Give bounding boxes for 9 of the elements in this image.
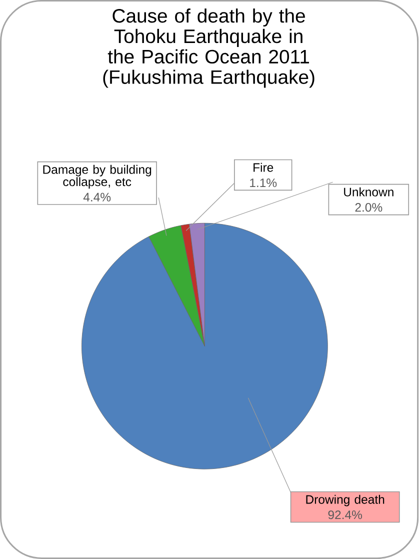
- slice-label: Unknown: [344, 187, 394, 196]
- data-label: 4.4%: [84, 192, 111, 202]
- slice-label: Drowing death: [306, 494, 384, 506]
- chart-title: Cause of death by the Tohoku Earthquake in the Pacific Ocean 2011 (Fukushima Earthquake): [103, 8, 314, 88]
- data-label: 92.4%: [328, 510, 362, 520]
- data-label: 1.1%: [250, 178, 277, 188]
- data-label: 2.0%: [355, 203, 382, 212]
- slice-label: Fire: [254, 162, 274, 172]
- slice-label: Damage by building collapse, etc: [43, 164, 152, 189]
